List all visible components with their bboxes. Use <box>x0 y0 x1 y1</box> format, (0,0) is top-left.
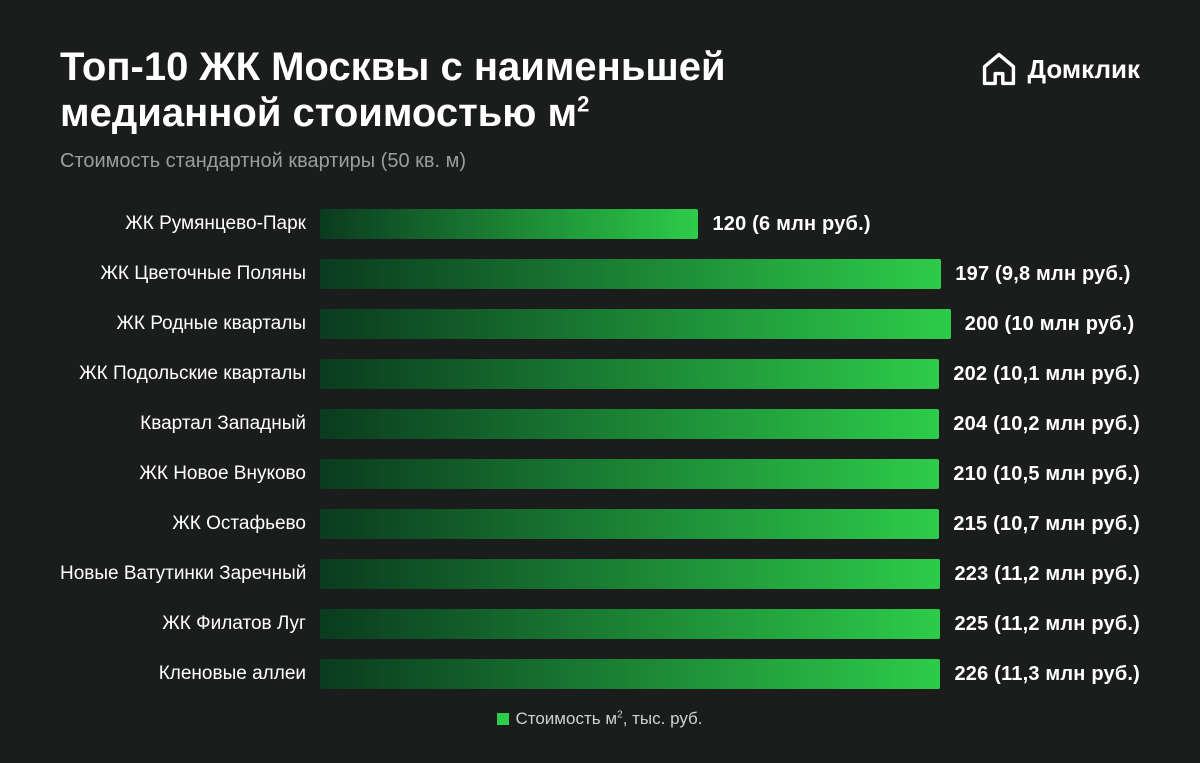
bar-row: Новые Ватутинки Заречный 223 (11,2 млн ру… <box>60 559 1140 589</box>
bar-label: ЖК Филатов Луг <box>60 613 320 635</box>
house-icon <box>980 50 1018 88</box>
bar <box>320 559 940 589</box>
bar <box>320 609 940 639</box>
bar <box>320 509 939 539</box>
bar-label: Квартал Западный <box>60 413 320 435</box>
bar-label: Кленовые аллеи <box>60 663 320 685</box>
bar-value: 226 (11,3 млн руб.) <box>954 663 1140 686</box>
bar <box>320 359 939 389</box>
bar <box>320 659 940 689</box>
logo: Домклик <box>980 50 1140 88</box>
bar-label: Новые Ватутинки Заречный <box>60 563 320 585</box>
bar-label: ЖК Остафьево <box>60 513 320 535</box>
legend: Стоимость м2, тыс. руб. <box>0 709 1200 729</box>
bar-value: 120 (6 млн руб.) <box>712 213 870 236</box>
bar-track: 210 (10,5 млн руб.) <box>320 459 1140 489</box>
page-title: Топ-10 ЖК Москвы с наименьшей медианной … <box>60 44 726 136</box>
bar-track: 202 (10,1 млн руб.) <box>320 359 1140 389</box>
bar-track: 197 (9,8 млн руб.) <box>320 259 1140 289</box>
bar-chart: ЖК Румянцево-Парк 120 (6 млн руб.) ЖК Цвет… <box>60 209 1140 689</box>
header: Топ-10 ЖК Москвы с наименьшей медианной … <box>0 0 1200 173</box>
bar-row: ЖК Подольские кварталы 202 (10,1 млн руб.… <box>60 359 1140 389</box>
bar-track: 215 (10,7 млн руб.) <box>320 509 1140 539</box>
bar-value: 197 (9,8 млн руб.) <box>955 263 1130 286</box>
bar-row: ЖК Новое Внуково 210 (10,5 млн руб.) <box>60 459 1140 489</box>
bar-value: 225 (11,2 млн руб.) <box>954 613 1140 636</box>
bar-row: ЖК Родные кварталы 200 (10 млн руб.) <box>60 309 1140 339</box>
bar <box>320 209 698 239</box>
bar-row: Квартал Западный 204 (10,2 млн руб.) <box>60 409 1140 439</box>
bar-value: 204 (10,2 млн руб.) <box>953 413 1140 436</box>
title-block: Топ-10 ЖК Москвы с наименьшей медианной … <box>60 44 726 173</box>
bar-label: ЖК Цветочные Поляны <box>60 263 320 285</box>
logo-text: Домклик <box>1028 54 1140 85</box>
bar-track: 120 (6 млн руб.) <box>320 209 1140 239</box>
title-line2-pre: медианной стоимостью м <box>60 91 577 135</box>
title-line1: Топ-10 ЖК Москвы с наименьшей <box>60 45 726 89</box>
bar <box>320 409 939 439</box>
bar <box>320 459 939 489</box>
bar-track: 200 (10 млн руб.) <box>320 309 1140 339</box>
subtitle: Стоимость стандартной квартиры (50 кв. м… <box>60 150 726 173</box>
bar-row: ЖК Остафьево 215 (10,7 млн руб.) <box>60 509 1140 539</box>
bar-row: Кленовые аллеи 226 (11,3 млн руб.) <box>60 659 1140 689</box>
bar-track: 223 (11,2 млн руб.) <box>320 559 1140 589</box>
legend-label: Стоимость м2, тыс. руб. <box>515 709 702 729</box>
bar-track: 204 (10,2 млн руб.) <box>320 409 1140 439</box>
bar-track: 226 (11,3 млн руб.) <box>320 659 1140 689</box>
bar <box>320 309 951 339</box>
bar-row: ЖК Цветочные Поляны 197 (9,8 млн руб.) <box>60 259 1140 289</box>
bar-label: ЖК Новое Внуково <box>60 463 320 485</box>
bar-value: 210 (10,5 млн руб.) <box>953 463 1140 486</box>
bar-row: ЖК Филатов Луг 225 (11,2 млн руб.) <box>60 609 1140 639</box>
bar-value: 215 (10,7 млн руб.) <box>953 513 1140 536</box>
bar-value: 223 (11,2 млн руб.) <box>954 563 1140 586</box>
bar-label: ЖК Родные кварталы <box>60 313 320 335</box>
bar-track: 225 (11,2 млн руб.) <box>320 609 1140 639</box>
bar-label: ЖК Румянцево-Парк <box>60 213 320 235</box>
bar-value: 202 (10,1 млн руб.) <box>953 363 1140 386</box>
bar-label: ЖК Подольские кварталы <box>60 363 320 385</box>
bar <box>320 259 941 289</box>
bar-value: 200 (10 млн руб.) <box>965 313 1135 336</box>
title-line2-sup: 2 <box>577 92 589 117</box>
legend-swatch <box>497 713 509 725</box>
bar-row: ЖК Румянцево-Парк 120 (6 млн руб.) <box>60 209 1140 239</box>
